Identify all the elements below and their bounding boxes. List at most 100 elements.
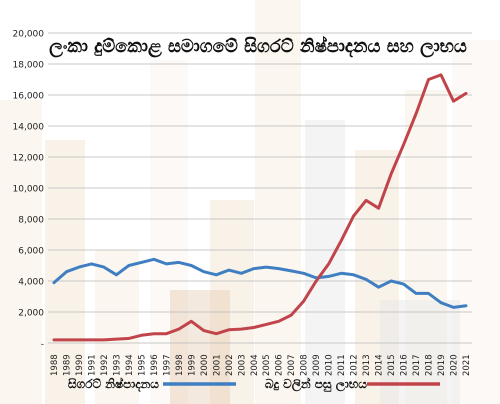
x-tick-label: 2008 bbox=[300, 354, 310, 376]
data-point bbox=[277, 320, 280, 323]
data-point bbox=[427, 292, 430, 295]
x-tick-label: 2019 bbox=[437, 354, 447, 376]
x-tick-label: 1993 bbox=[112, 354, 122, 376]
x-tick-label: 2011 bbox=[337, 354, 347, 376]
x-tick-label: 2021 bbox=[462, 354, 472, 376]
y-tick-label: 6,000 bbox=[18, 247, 44, 257]
data-point bbox=[402, 282, 405, 286]
data-point bbox=[252, 326, 255, 329]
data-point bbox=[452, 100, 455, 103]
x-tick-label: 2020 bbox=[450, 354, 460, 376]
y-tick-label: 16,000 bbox=[13, 92, 45, 102]
background-stripe bbox=[0, 100, 42, 404]
data-point bbox=[190, 320, 193, 323]
x-tick-label: 2012 bbox=[350, 354, 360, 376]
data-point bbox=[377, 286, 380, 289]
x-tick-label: 2005 bbox=[262, 354, 272, 376]
data-point bbox=[77, 338, 81, 342]
data-point bbox=[190, 264, 193, 267]
x-tick-label: 1995 bbox=[137, 354, 147, 376]
data-point bbox=[389, 172, 393, 176]
data-point bbox=[202, 329, 206, 332]
data-point bbox=[439, 73, 443, 77]
data-point bbox=[364, 199, 368, 202]
background-stripe bbox=[405, 90, 447, 404]
x-tick-label: 2010 bbox=[325, 354, 335, 376]
background-stripe bbox=[380, 300, 460, 404]
data-point bbox=[77, 265, 81, 269]
x-tick-label: 2015 bbox=[387, 354, 397, 376]
background-stripe bbox=[150, 60, 188, 404]
data-point bbox=[240, 327, 243, 331]
data-point bbox=[140, 261, 143, 264]
data-point bbox=[102, 265, 106, 269]
data-point bbox=[165, 262, 168, 266]
data-point bbox=[240, 272, 243, 275]
y-tick-label: 10,000 bbox=[13, 185, 45, 195]
data-point bbox=[464, 304, 468, 307]
data-point bbox=[290, 313, 293, 317]
y-tick-label: 20,000 bbox=[13, 30, 45, 40]
data-point bbox=[227, 268, 230, 272]
x-tick-label: 2007 bbox=[287, 354, 297, 376]
data-point bbox=[414, 112, 418, 115]
series-line-1 bbox=[52, 73, 468, 342]
x-tick-label: 2014 bbox=[375, 354, 385, 376]
axes: - 2,000 4,000 6,000 8,000 10,000 12,000 14,000 1… bbox=[13, 30, 473, 377]
y-tick-label: 4,000 bbox=[18, 278, 44, 288]
data-point bbox=[127, 337, 131, 340]
data-point bbox=[215, 273, 218, 276]
data-point bbox=[52, 281, 56, 284]
x-tick-label: 2000 bbox=[200, 354, 210, 376]
x-tick-label: 2006 bbox=[275, 354, 285, 376]
data-point bbox=[177, 261, 181, 264]
data-point bbox=[427, 78, 430, 81]
data-point bbox=[352, 273, 355, 276]
data-point bbox=[102, 338, 106, 342]
background-stripe bbox=[305, 120, 345, 404]
data-point bbox=[227, 328, 230, 332]
data-point bbox=[115, 273, 118, 276]
y-tick-label: 12,000 bbox=[13, 154, 45, 164]
data-point bbox=[165, 332, 168, 335]
data-point bbox=[377, 206, 380, 210]
data-point bbox=[265, 323, 268, 326]
x-tick-label: 1991 bbox=[87, 354, 97, 376]
x-tick-label: 1998 bbox=[175, 354, 185, 376]
series-lines bbox=[52, 73, 468, 342]
legend: සිගරට් නිෂ්පාදනය බදු වලින් පසු ලාභය bbox=[68, 377, 440, 393]
x-tick-label: 1999 bbox=[187, 354, 197, 376]
x-tick-label: 2009 bbox=[312, 354, 322, 376]
data-point bbox=[352, 214, 355, 218]
x-tick-label: 1990 bbox=[75, 354, 85, 376]
data-point bbox=[339, 272, 343, 275]
data-point bbox=[327, 275, 330, 278]
data-point bbox=[414, 292, 418, 295]
x-tick-label: 1992 bbox=[100, 354, 110, 376]
data-point bbox=[115, 337, 118, 341]
chart-title: ලංකා දුම්කොළ සමාගමේ සිගරට් නිෂ්පාදනය සහ … bbox=[49, 35, 467, 58]
data-point bbox=[327, 262, 330, 266]
y-tick-label: 18,000 bbox=[13, 61, 45, 71]
data-point bbox=[464, 92, 468, 95]
data-point bbox=[202, 270, 206, 273]
data-point bbox=[314, 279, 318, 283]
x-tick-label: 2013 bbox=[362, 354, 372, 376]
x-tick-label: 2004 bbox=[250, 354, 260, 376]
data-point bbox=[302, 299, 305, 303]
data-point bbox=[265, 265, 268, 269]
data-point bbox=[439, 301, 443, 304]
data-point bbox=[65, 338, 68, 342]
background-stripe bbox=[210, 200, 254, 404]
data-point bbox=[389, 279, 393, 283]
data-point bbox=[252, 267, 255, 270]
data-point bbox=[52, 338, 56, 342]
x-tick-label: 1989 bbox=[62, 354, 72, 376]
y-tick-label: 8,000 bbox=[18, 216, 44, 226]
data-point bbox=[90, 262, 93, 266]
data-point bbox=[140, 334, 143, 337]
data-point bbox=[277, 267, 280, 270]
gridlines bbox=[48, 32, 472, 344]
